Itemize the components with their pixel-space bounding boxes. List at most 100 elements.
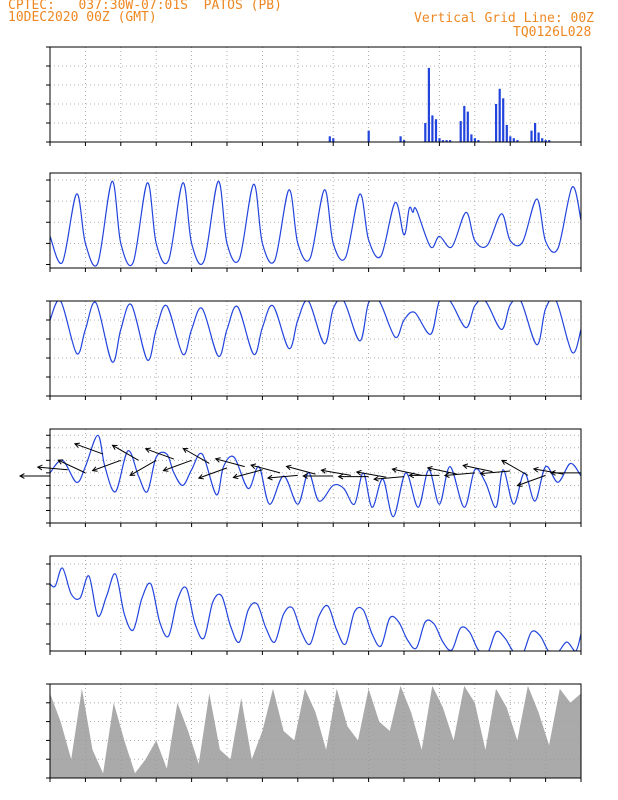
wind-arrow [57, 459, 86, 474]
wind-arrow-head [129, 470, 136, 476]
panel-4 [46, 428, 582, 527]
precip-bar [445, 140, 448, 142]
precip-bar [367, 130, 370, 142]
wind-arrow [92, 459, 121, 472]
panel-3 [46, 300, 582, 400]
wind-arrow-head [144, 447, 151, 453]
precip-bar [328, 136, 331, 142]
wind-arrow [517, 474, 546, 487]
wind-arrow-head [479, 470, 486, 477]
wind-arrow-head [111, 444, 118, 450]
wind-arrow-head [443, 472, 450, 478]
panel-6 [46, 683, 582, 782]
wind-arrow-head [462, 463, 469, 469]
wind-arrow [129, 459, 157, 476]
wind-arrow-head [532, 466, 539, 473]
precip-bar [463, 105, 466, 142]
precip-bar [537, 132, 540, 142]
precip-bar [534, 123, 537, 142]
precip-bar [441, 140, 445, 142]
wind-arrow [356, 471, 387, 478]
wind-arrow-head [373, 476, 379, 482]
panel-2 [46, 172, 582, 272]
header-station: CPTEC: 037:30W-07:01S PATOS (PB) [8, 0, 282, 13]
wind-arrow-head [408, 472, 415, 479]
wind-arrow-head [250, 463, 257, 469]
series-line [50, 301, 581, 363]
wind-arrow-head [516, 481, 523, 487]
header-date: 10DEC2020 00Z (GMT) [8, 10, 157, 25]
wind-arrow-head [57, 459, 64, 465]
wind-arrow-head [162, 466, 169, 472]
wind-arrow [480, 470, 511, 475]
header-grid-note: Vertical Grid Line: 00Z [414, 11, 595, 26]
cloud-cover-area [50, 685, 581, 778]
series-line [50, 434, 581, 518]
wind-arrow-head [18, 473, 25, 479]
wind-arrow-head [391, 467, 398, 473]
series-line [50, 180, 581, 267]
wind-arrow [74, 443, 104, 455]
wind-arrow [286, 465, 316, 475]
wind-arrow [374, 476, 405, 480]
panel-frame [49, 555, 582, 652]
precip-bar [403, 140, 406, 142]
panel-frame [49, 683, 582, 779]
wind-arrow [112, 444, 139, 461]
wind-arrow [501, 459, 529, 476]
wind-arrow-head [232, 473, 239, 480]
wind-arrow [215, 458, 245, 468]
panel-frame [49, 172, 582, 269]
wind-arrow-head [320, 468, 327, 474]
precip-bar [495, 104, 498, 142]
precip-bar [459, 121, 462, 142]
precip-bar [470, 134, 473, 142]
precip-bar [332, 138, 335, 142]
wind-arrow-head [285, 464, 292, 471]
precip-bar [541, 138, 544, 142]
precip-bar [512, 138, 515, 142]
precip-bar [477, 140, 480, 142]
wind-arrow-head [73, 442, 80, 448]
wind-arrow-head [36, 464, 43, 471]
series-line [50, 567, 581, 651]
wind-arrow-head [214, 457, 221, 463]
precip-bar [530, 130, 533, 142]
wind-arrow-head [266, 474, 273, 481]
precip-bar [505, 124, 508, 142]
precip-bar [427, 67, 430, 142]
wind-arrow-head [197, 474, 204, 480]
panel-5 [46, 555, 582, 655]
precip-bar [449, 140, 452, 142]
wind-arrow [250, 464, 281, 474]
panel-frame [49, 46, 582, 143]
wind-arrow [267, 474, 298, 479]
precip-bar [516, 140, 519, 142]
wind-arrow [198, 467, 228, 479]
wind-arrow [163, 459, 192, 472]
wind-arrow-head [91, 466, 98, 472]
precip-bar [473, 138, 476, 142]
precip-bar [399, 136, 402, 142]
precip-bar [466, 111, 469, 142]
wind-arrow-head [337, 473, 344, 480]
panel-1 [46, 46, 582, 146]
wind-arrow-head [426, 466, 433, 472]
wind-arrow-head [182, 447, 189, 453]
panel-frame [49, 300, 582, 397]
wind-arrow-head [500, 459, 507, 465]
precip-bar [431, 115, 434, 142]
precip-bar [502, 98, 505, 142]
wind-arrow [183, 448, 210, 464]
precip-bar [434, 119, 438, 142]
wind-arrows [18, 442, 582, 487]
precip-bar [498, 88, 501, 142]
precip-bar [424, 123, 427, 142]
wind-arrow [233, 469, 263, 478]
wind-arrow-head [302, 473, 308, 479]
precip-bar [548, 140, 551, 142]
wind-arrow [37, 466, 68, 471]
wind-arrow [427, 467, 458, 475]
wind-arrow [145, 448, 175, 460]
